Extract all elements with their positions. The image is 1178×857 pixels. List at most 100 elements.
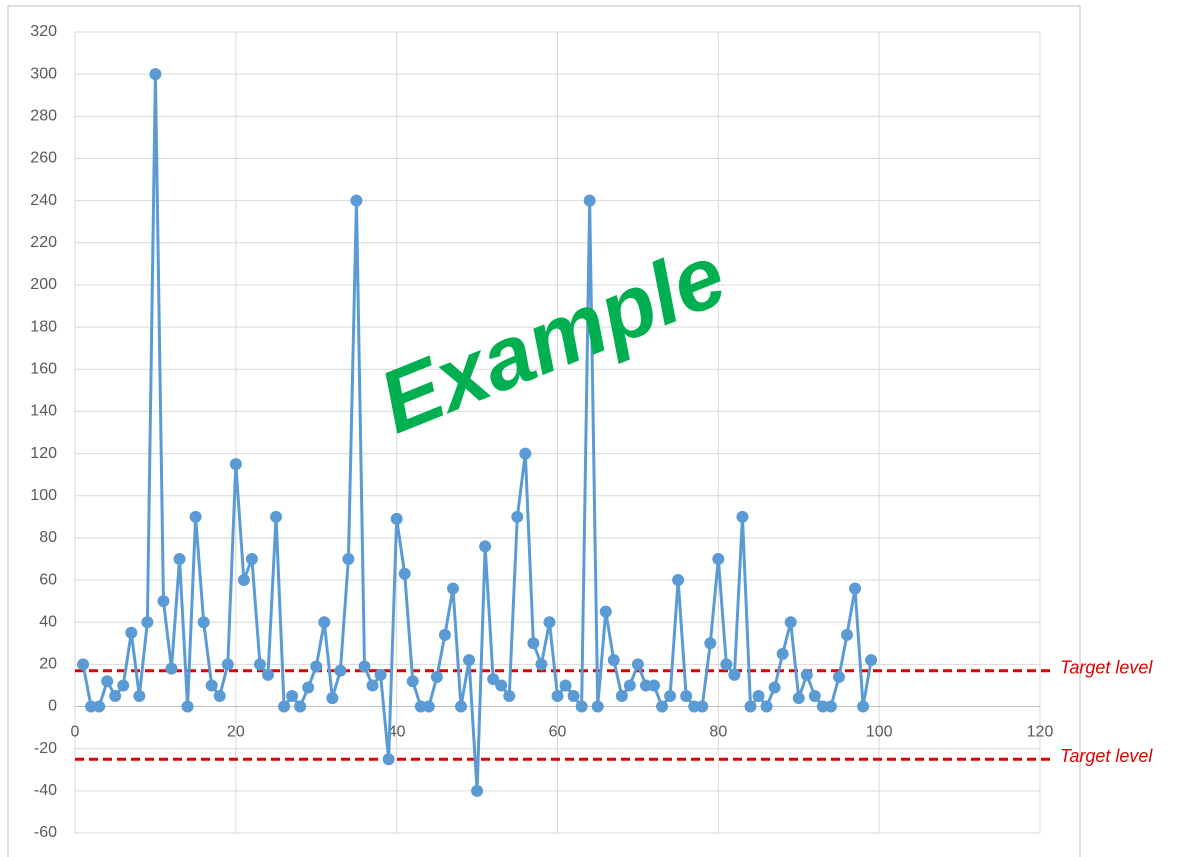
x-tick-label: 20	[227, 724, 245, 741]
data-point	[101, 675, 114, 688]
data-point	[768, 681, 781, 694]
data-point	[865, 654, 878, 667]
data-point	[229, 458, 242, 471]
reference-label: Target level	[1060, 746, 1153, 766]
data-point	[664, 689, 677, 702]
y-tick-label: 160	[30, 360, 57, 377]
data-point	[487, 673, 500, 686]
data-point	[278, 700, 291, 713]
data-point	[559, 679, 572, 692]
data-point	[712, 552, 725, 565]
x-tick-label: 120	[1027, 724, 1054, 741]
data-point	[149, 68, 162, 81]
data-point	[342, 552, 355, 565]
data-point	[849, 582, 862, 595]
data-point	[350, 194, 363, 207]
data-point	[752, 689, 765, 702]
annotation: Example	[366, 225, 739, 452]
data-point	[503, 689, 516, 702]
data-point	[551, 689, 564, 702]
data-point	[213, 689, 226, 702]
data-point	[125, 626, 138, 639]
data-point	[205, 679, 218, 692]
data-point	[141, 616, 154, 629]
y-tick-label: 300	[30, 65, 57, 82]
data-point	[422, 700, 435, 713]
data-point	[93, 700, 106, 713]
data-point	[117, 679, 130, 692]
data-point	[599, 605, 612, 618]
data-point	[656, 700, 669, 713]
data-point	[535, 658, 548, 671]
data-point	[173, 552, 186, 565]
data-point	[567, 689, 580, 702]
data-point	[382, 753, 395, 766]
data-point	[221, 658, 234, 671]
data-point	[832, 671, 845, 684]
y-tick-label: 100	[30, 487, 57, 504]
data-point	[800, 668, 813, 681]
y-tick-label: 60	[39, 571, 57, 588]
data-point	[262, 668, 274, 681]
y-tick-label: 320	[30, 23, 57, 40]
y-tick-label: 180	[30, 318, 57, 335]
data-point	[808, 689, 821, 702]
data-point	[455, 700, 467, 713]
data-point	[824, 700, 837, 713]
chart-frame	[7, 5, 1081, 857]
data-point	[326, 692, 339, 705]
y-tick-label: 0	[48, 698, 57, 715]
data-point	[728, 668, 741, 681]
data-point	[374, 668, 387, 681]
y-tick-label: -40	[34, 782, 57, 799]
y-tick-label: 120	[30, 445, 57, 462]
data-point	[109, 689, 122, 702]
y-tick-label: 240	[30, 192, 57, 209]
data-point	[358, 660, 371, 673]
data-point	[575, 700, 588, 713]
x-tick-label: 60	[549, 724, 567, 741]
data-point	[334, 664, 347, 677]
data-point	[430, 671, 443, 684]
data-point	[189, 510, 202, 523]
data-point	[631, 658, 644, 671]
data-point	[270, 510, 283, 523]
y-tick-label: -60	[34, 824, 57, 841]
data-point	[696, 700, 709, 713]
data-point	[471, 784, 484, 797]
data-point	[495, 679, 508, 692]
data-point	[511, 510, 524, 523]
y-tick-label: 260	[30, 150, 57, 167]
data-point	[720, 658, 733, 671]
data-point	[704, 637, 717, 650]
data-point	[165, 662, 178, 675]
x-tick-label: 100	[866, 724, 893, 741]
data-point	[736, 510, 749, 523]
data-point	[623, 679, 636, 692]
data-point	[527, 637, 540, 650]
data-point	[672, 574, 685, 587]
y-tick-label: 220	[30, 234, 57, 251]
y-tick-label: -20	[34, 740, 57, 757]
data-point	[438, 628, 451, 641]
data-point	[366, 679, 379, 692]
data-point	[463, 654, 476, 667]
data-point	[294, 700, 307, 713]
x-tick-label: 40	[388, 724, 406, 741]
data-point	[479, 540, 492, 553]
data-point	[776, 647, 789, 660]
data-point	[680, 689, 693, 702]
y-tick-label: 200	[30, 276, 57, 293]
data-point	[253, 658, 266, 671]
data-point	[133, 689, 146, 702]
data-point	[237, 574, 250, 587]
data-point	[607, 654, 620, 667]
data-point	[390, 512, 403, 525]
data-point	[543, 616, 556, 629]
data-point	[615, 689, 628, 702]
x-tick-label: 80	[709, 724, 727, 741]
data-point	[318, 616, 331, 629]
y-tick-label: 80	[39, 529, 57, 546]
data-point	[648, 679, 660, 692]
